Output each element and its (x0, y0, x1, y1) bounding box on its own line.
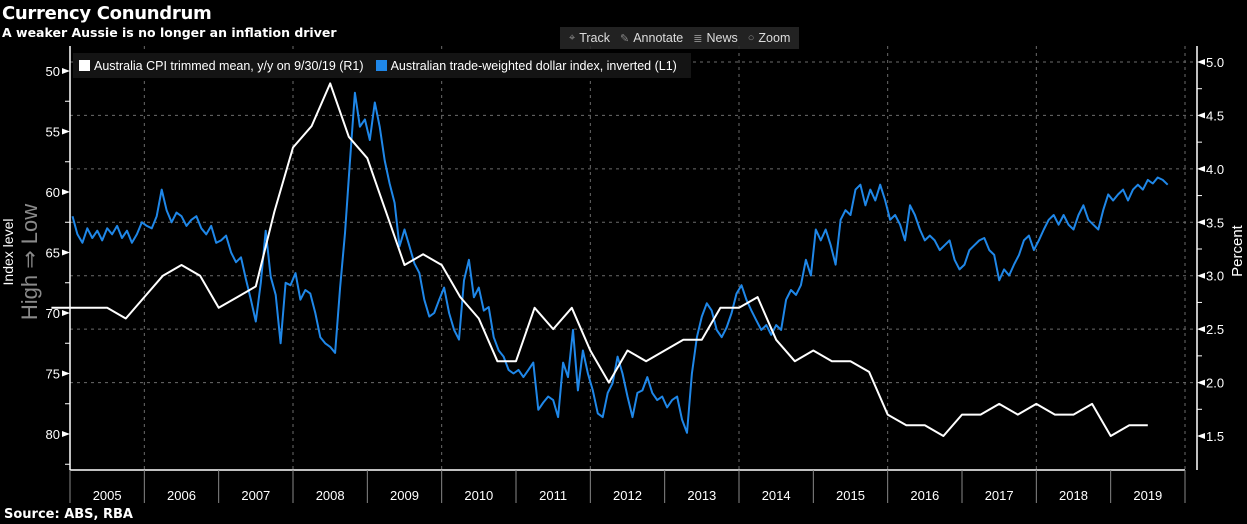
left-tick-label: 70 (46, 306, 60, 321)
magnifier-icon: ○ (747, 32, 755, 44)
right-tick-marker (1197, 219, 1205, 226)
right-tick-label: 3.5 (1206, 215, 1224, 230)
left-tick-label: 75 (46, 367, 60, 382)
right-tick-marker (1197, 112, 1205, 119)
series-lines (51, 82, 1169, 437)
zoom-label: Zoom (758, 31, 791, 45)
x-tick-label: 2006 (167, 488, 196, 503)
x-tick-label: 2017 (985, 488, 1014, 503)
left-tick-marker (62, 431, 70, 437)
x-tick-label: 2009 (390, 488, 419, 503)
right-tick-marker (1197, 59, 1205, 65)
left-tick-label: 55 (46, 125, 60, 140)
right-tick-marker (1197, 165, 1205, 172)
left-tick-marker (62, 249, 70, 256)
left-tick-marker (62, 370, 70, 377)
left-tick-label: 80 (46, 427, 60, 442)
x-tick-label: 2007 (241, 488, 270, 503)
legend-label-twi: Australian trade-weighted dollar index, … (390, 58, 677, 73)
left-tick-label: 50 (46, 64, 60, 79)
left-tick-marker (62, 128, 70, 135)
pencil-icon: ✎ (620, 32, 630, 45)
right-tick-label: 1.5 (1206, 429, 1224, 444)
legend-swatch-cpi (79, 60, 90, 71)
chart-toolbar: ⌖ Track ✎ Annotate ≣ News ○ Zoom (560, 27, 800, 49)
right-tick-marker (1197, 272, 1205, 279)
cpi-line (51, 82, 1148, 437)
news-button[interactable]: ≣ News (693, 31, 737, 45)
news-label: News (706, 31, 738, 45)
x-tick-label: 2019 (1133, 488, 1162, 503)
annotate-label: Annotate (633, 31, 684, 45)
news-icon: ≣ (693, 32, 703, 45)
right-tick-label: 5.0 (1206, 55, 1224, 70)
legend-item-cpi[interactable]: Australia CPI trimmed mean, y/y on 9/30/… (73, 59, 364, 73)
left-tick-label: 65 (46, 246, 60, 261)
chart-subtitle: A weaker Aussie is no longer an inflatio… (2, 25, 337, 40)
chart-title: Currency Conundrum (2, 3, 212, 24)
crosshair-icon: ⌖ (569, 31, 576, 44)
legend-swatch-twi (375, 60, 387, 71)
right-tick-marker (1197, 379, 1205, 386)
x-tick-label: 2015 (836, 488, 865, 503)
left-axis-annotation: High ⇒ Low (17, 203, 42, 321)
right-tick-label: 3.0 (1206, 269, 1224, 284)
right-tick-label: 2.0 (1206, 376, 1224, 391)
x-tick-label: 2005 (93, 488, 122, 503)
axes: 1.5 2.0 2.5 3.0 3.5 4.0 4.5 5.0 50 55 60 65 70 75 80 20… (46, 46, 1224, 503)
left-tick-marker (62, 68, 70, 74)
source-note: Source: ABS, RBA (4, 507, 133, 522)
x-tick-label: 2011 (539, 488, 567, 503)
x-tick-label: 2010 (464, 488, 493, 503)
right-tick-label: 2.5 (1206, 322, 1224, 337)
x-tick-label: 2016 (910, 488, 939, 503)
left-tick-marker (62, 310, 70, 316)
x-tick-label: 2008 (316, 488, 345, 503)
right-tick-marker (1197, 326, 1205, 333)
right-tick-label: 4.5 (1206, 108, 1224, 123)
x-tick-label: 2012 (613, 488, 642, 503)
annotate-button[interactable]: ✎ Annotate (620, 31, 683, 45)
track-button[interactable]: ⌖ Track (569, 31, 610, 45)
left-tick-marker (62, 189, 70, 195)
zoom-button[interactable]: ○ Zoom (748, 31, 791, 45)
right-axis-label: Percent (1229, 225, 1246, 277)
legend-item-twi[interactable]: Australian trade-weighted dollar index, … (370, 59, 677, 73)
x-tick-label: 2013 (687, 488, 716, 503)
x-tick-label: 2018 (1059, 488, 1088, 503)
right-tick-label: 4.0 (1206, 162, 1224, 177)
legend-label-cpi: Australia CPI trimmed mean, y/y on 9/30/… (94, 58, 364, 73)
x-tick-label: 2014 (762, 488, 791, 503)
left-tick-label: 60 (46, 185, 60, 200)
track-label: Track (579, 31, 610, 45)
left-axis-label: Index level (0, 218, 16, 286)
legend: Australia CPI trimmed mean, y/y on 9/30/… (73, 53, 691, 78)
twi-line (71, 91, 1169, 434)
right-tick-marker (1197, 433, 1205, 439)
